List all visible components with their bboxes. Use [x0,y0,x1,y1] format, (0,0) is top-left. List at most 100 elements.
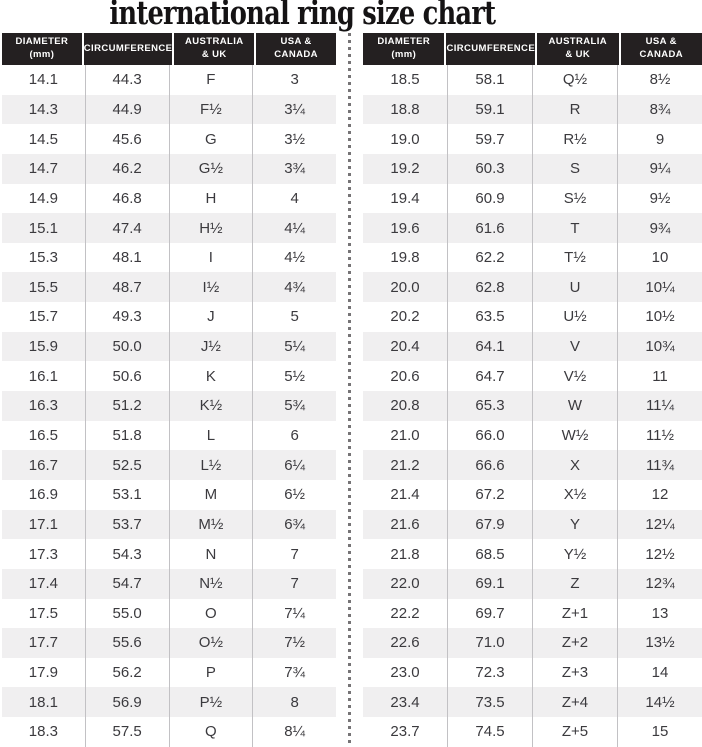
circumference-cell: 44.9 [84,94,169,125]
diameter-cell: 18.1 [28,693,58,711]
usa-canada-cell: 5 [252,302,336,332]
table-row: 20.6 64.7 V½ 11 [363,361,702,392]
australia-uk-cell: Z [532,568,617,599]
table-row: 21.8 68.5 Y½ 12½ [363,539,702,569]
table-row: 14.5 45.6 G 3½ [2,124,336,154]
table-row: 19.0 59.7 R½ 9 [363,124,702,154]
circumference-cell: 45.6 [84,124,169,154]
circumference-cell: 59.1 [447,94,532,125]
australia-uk-cell: S½ [532,183,617,214]
usa-canada-cell: 6 [252,420,336,451]
australia-uk-cell: L [168,420,253,451]
australia-uk-cell: P [168,657,253,688]
usa-canada-cell: 3¾ [252,153,336,184]
page-title-area: international ring size chart [0,0,604,33]
circumference-cell: 51.8 [84,420,169,451]
usa-canada-cell: 10 [617,242,702,273]
circumference-cell: 73.5 [447,687,532,718]
australia-uk-cell: X [532,450,617,480]
chart-title: international ring size chart [109,0,496,32]
usa-canada-cell: 3 [252,65,336,95]
circumference-cell: 62.2 [447,242,532,273]
usa-canada-cell: 13½ [617,628,702,658]
circumference-cell: 66.6 [447,450,532,480]
diameter-cell: 16.5 [28,427,58,444]
table-row: 21.4 67.2 X½ 12 [363,479,702,510]
usa-canada-cell: 4¼ [252,213,336,243]
diameter-cell: 14.7 [28,160,58,178]
usa-canada-cell: 3½ [252,124,336,154]
australia-uk-cell: M½ [168,509,253,540]
diameter-cell: 17.9 [28,664,58,682]
circumference-cell: 51.2 [84,391,169,421]
circumference-cell: 56.2 [84,657,169,688]
australia-uk-cell: Q½ [532,65,617,95]
diameter-cell: 16.9 [28,486,58,504]
usa-canada-cell: 4½ [252,242,336,273]
usa-canada-cell: 9¼ [617,153,702,184]
column-header-line: CIRCUMFERENCE [83,42,173,54]
australia-uk-cell: J [168,302,253,332]
australia-uk-cell: P½ [168,687,253,718]
usa-canada-cell: 15 [617,717,702,747]
circumference-cell: 69.1 [447,568,532,599]
diameter-cell: 17.4 [28,575,58,593]
circumference-cell: 50.6 [84,361,169,392]
table-row: 19.2 60.3 S 9¼ [363,153,702,184]
column-header-line: CIRCUMFERENCE [446,42,536,54]
australia-uk-cell: S [532,153,617,184]
diameter-cell: 21.6 [390,515,420,533]
australia-uk-cell: F½ [168,94,253,125]
diameter-cell: 19.4 [390,189,420,207]
circumference-cell: 66.0 [447,420,532,451]
table-row: 18.8 59.1 R 8¾ [363,94,702,125]
diameter-cell: 20.6 [390,367,420,385]
circumference-cell: 55.0 [84,598,169,629]
circumference-cell: 46.8 [84,183,169,214]
australia-uk-cell: X½ [532,479,617,510]
usa-canada-cell: 10½ [617,302,702,332]
column-header-line: (mm) [391,49,417,60]
column-header: CIRCUMFERENCE [444,33,536,65]
usa-canada-cell: 11¾ [617,450,702,480]
circumference-cell: 55.6 [84,628,169,658]
table-row: 21.6 67.9 Y 12¼ [363,509,702,540]
diameter-cell: 14.3 [28,100,58,118]
diameter-cell: 21.8 [390,545,420,563]
usa-canada-cell: 9 [617,124,702,154]
australia-uk-cell: R½ [532,124,617,154]
circumference-cell: 60.3 [447,153,532,184]
diameter-cell: 18.8 [390,100,420,118]
circumference-cell: 68.5 [447,539,532,569]
table-row: 17.1 53.7 M½ 6¾ [2,509,336,540]
australia-uk-cell: H [168,183,253,214]
usa-canada-cell: 8¾ [617,94,702,125]
diameter-cell: 16.7 [28,456,58,474]
usa-canada-cell: 9¾ [617,213,702,243]
diameter-cell: 20.0 [390,278,420,296]
table-row: 17.9 56.2 P 7¾ [2,657,336,688]
usa-canada-cell: 4¾ [252,272,336,303]
table-header-row: DIAMETER (mm) CIRCUMFERENCE AUSTRALIA & UK US… [2,33,336,65]
diameter-cell: 21.4 [390,486,420,504]
table-row: 23.4 73.5 Z+4 14½ [363,687,702,718]
column-header: DIAMETER (mm) [363,33,445,65]
diameter-cell: 21.0 [390,427,420,444]
circumference-cell: 63.5 [447,302,532,332]
table-row: 16.9 53.1 M 6½ [2,479,336,510]
australia-uk-cell: N½ [168,568,253,599]
column-header-line: AUSTRALIA [185,36,244,48]
table-row: 16.7 52.5 L½ 6¼ [2,450,336,480]
usa-canada-cell: 9½ [617,183,702,214]
table-row: 17.7 55.6 O½ 7½ [2,628,336,658]
australia-uk-cell: K [168,361,253,392]
australia-uk-cell: Z+5 [532,717,617,747]
column-header-line: (mm) [29,49,55,60]
column-header: AUSTRALIA & UK [172,33,255,65]
usa-canada-cell: 5¾ [252,391,336,421]
circumference-cell: 60.9 [447,183,532,214]
column-header-line: CANADA [274,49,318,60]
circumference-cell: 71.0 [447,628,532,658]
diameter-cell: 22.2 [390,604,420,622]
usa-canada-cell: 8 [252,687,336,718]
